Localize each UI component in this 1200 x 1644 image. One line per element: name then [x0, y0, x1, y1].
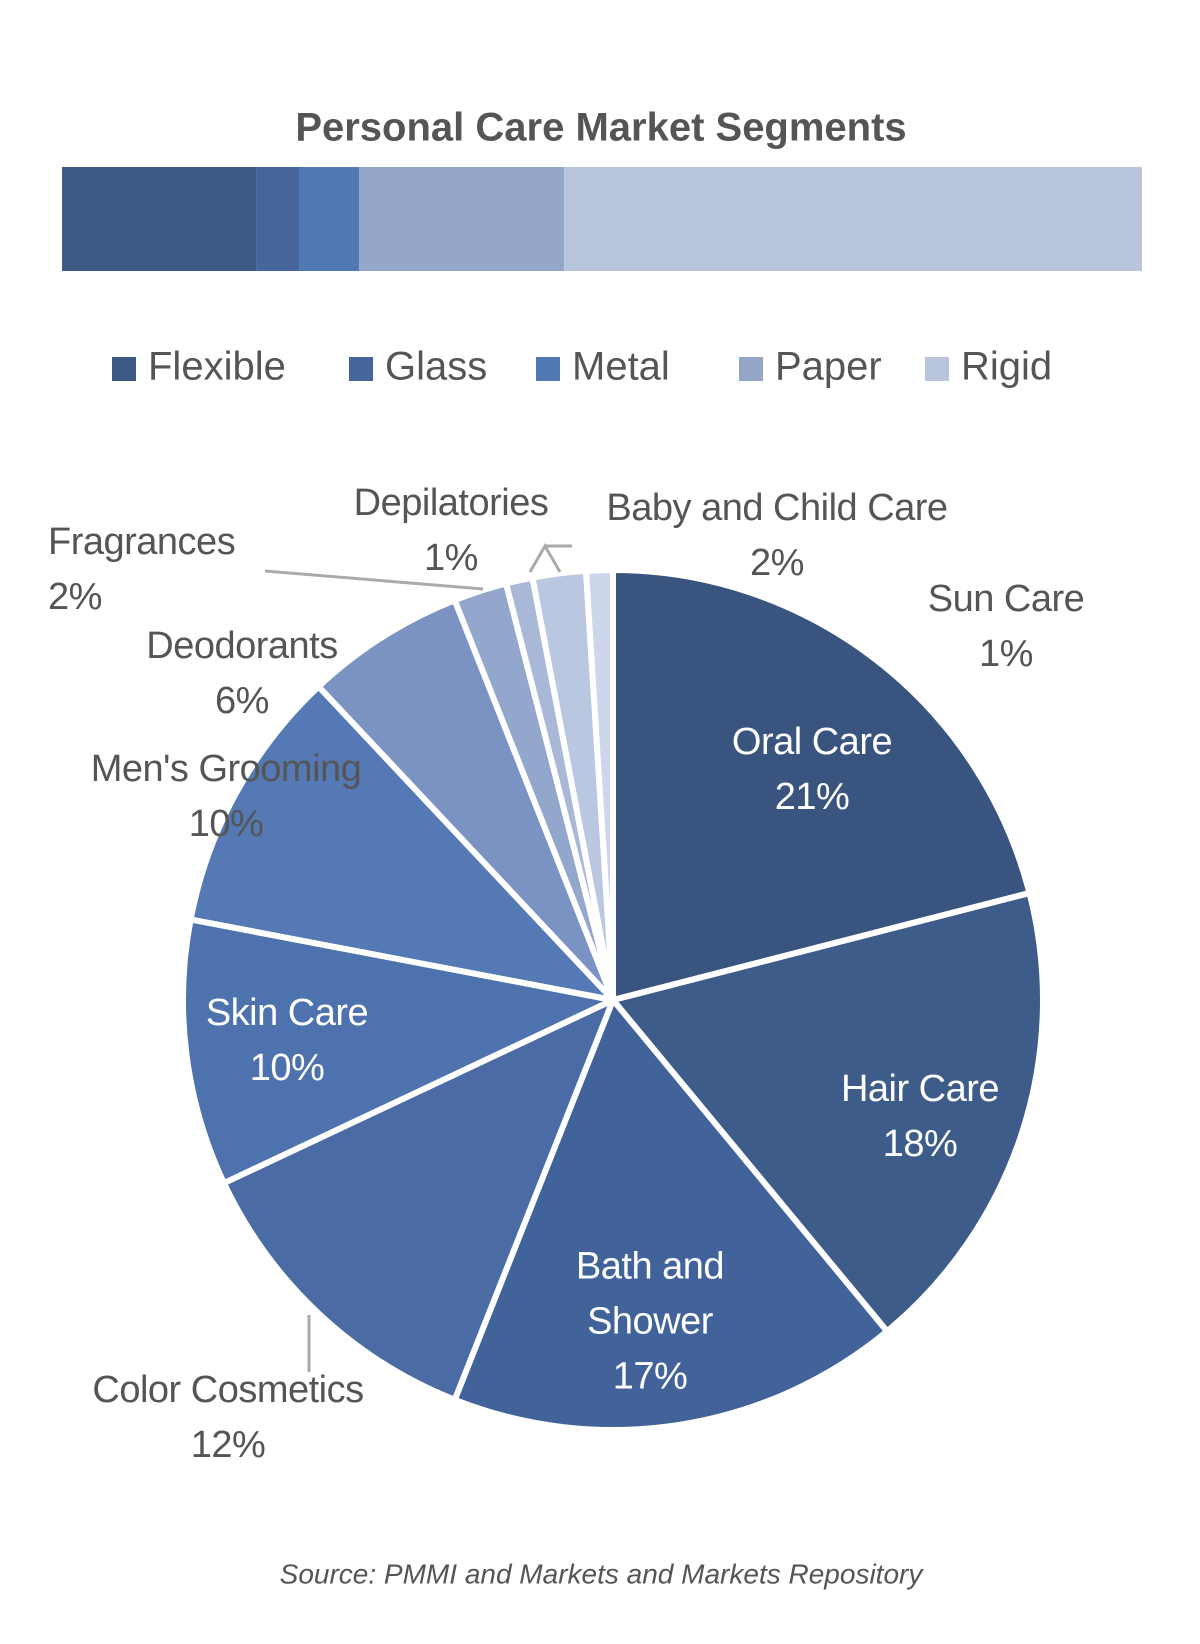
slice-label: Color Cosmetics 12%: [92, 1363, 364, 1473]
legend-label: Rigid: [961, 345, 1052, 389]
slice-label: Men's Grooming 10%: [91, 742, 362, 852]
legend-label: Flexible: [148, 345, 286, 389]
slice-label: Fragrances 2%: [48, 515, 236, 625]
legend-swatch: [112, 357, 136, 381]
value-label: 12%: [190, 1424, 266, 1466]
legend-swatch: [349, 357, 373, 381]
value-label: 18%: [882, 1123, 958, 1165]
bar-segment: [62, 167, 257, 271]
value-label: 21%: [774, 776, 850, 818]
pie-slice: [583, 567, 616, 1003]
category-label: Depilatories: [353, 481, 549, 524]
value-label: 17%: [612, 1355, 688, 1398]
slice-label: Deodorants 6%: [146, 619, 338, 729]
leader-line: [264, 569, 484, 591]
category-label: Baby and Child Care: [606, 486, 948, 529]
slice-label: Bath and Shower 17%: [565, 1239, 735, 1404]
slice-label: Oral Care 21%: [731, 715, 893, 825]
legend-label: Metal: [572, 345, 670, 389]
pie-slice: [315, 597, 616, 1003]
category-label: Hair Care: [840, 1067, 1000, 1110]
legend-label: Paper: [775, 345, 882, 389]
category-label: Oral Care: [731, 720, 893, 763]
slice-label: Depilatories 1%: [354, 476, 549, 586]
category-label: Deodorants: [146, 624, 338, 667]
legend-label: Glass: [385, 345, 487, 389]
pie-slice: [610, 890, 1046, 1335]
legend-swatch: [925, 357, 949, 381]
value-label: 10%: [188, 803, 264, 845]
bar-segment: [359, 167, 565, 271]
category-label: Skin Care: [205, 991, 369, 1034]
pie-slice: [451, 997, 891, 1433]
pie-slice: [610, 567, 1033, 1003]
category-label: Color Cosmetics: [92, 1368, 364, 1411]
category-label: Bath and Shower: [575, 1245, 725, 1343]
pie-slice: [187, 683, 616, 1003]
value-label: 2%: [750, 542, 804, 584]
pie-slice: [180, 916, 616, 1187]
slice-label: Skin Care 10%: [205, 986, 369, 1096]
legend-swatch: [536, 357, 560, 381]
value-label: 2%: [48, 576, 102, 619]
slice-label: Sun Care 1%: [928, 572, 1085, 682]
slice-label: Baby and Child Care 2%: [606, 481, 948, 591]
bar-segment: [564, 167, 1142, 271]
chart-title: Personal Care Market Segments: [295, 106, 906, 150]
category-label: Fragrances: [48, 521, 236, 563]
bar-segment: [256, 167, 300, 271]
category-label: Men's Grooming: [90, 747, 362, 790]
category-label: Sun Care: [927, 577, 1085, 620]
source-note: Source: PMMI and Markets and Markets Rep…: [280, 1558, 925, 1589]
slice-label: Hair Care 18%: [840, 1062, 1000, 1172]
value-label: 6%: [215, 680, 269, 722]
pie-slice: [220, 997, 616, 1403]
legend-swatch: [739, 357, 763, 381]
bar-segment: [299, 167, 359, 271]
value-label: 10%: [249, 1047, 325, 1089]
value-label: 1%: [424, 537, 478, 579]
value-label: 1%: [979, 633, 1033, 675]
